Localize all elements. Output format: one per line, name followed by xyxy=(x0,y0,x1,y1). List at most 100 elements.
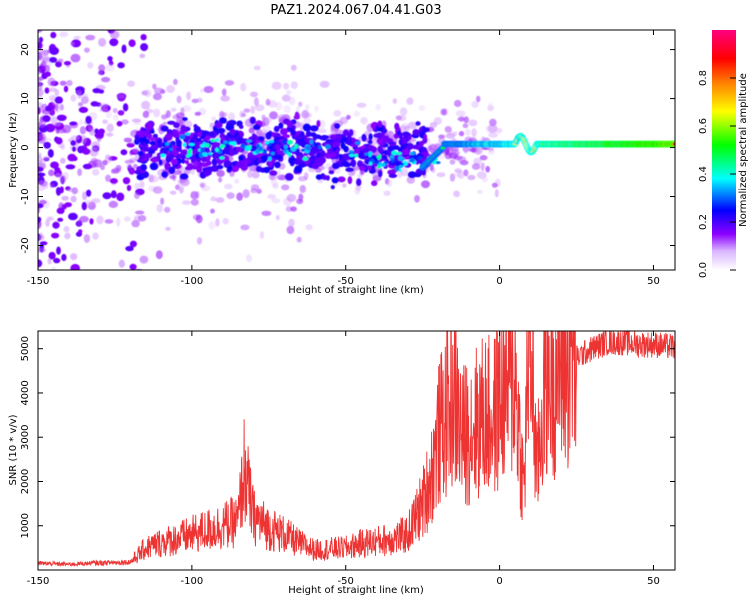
heatmap-cell xyxy=(78,21,83,28)
y-tick-label: -20 xyxy=(20,237,31,253)
heatmap-cell xyxy=(211,116,217,121)
heatmap-cell xyxy=(104,219,114,224)
heatmap-cell xyxy=(182,142,187,147)
heatmap-cell xyxy=(449,173,456,182)
heatmap-cell xyxy=(454,168,463,173)
heatmap-cell xyxy=(353,148,361,156)
heatmap-cell xyxy=(268,139,275,144)
heatmap-cell xyxy=(230,165,240,173)
heatmap-cell xyxy=(210,150,216,153)
heatmap-cell xyxy=(54,103,59,112)
y-tick-label: -10 xyxy=(20,188,31,204)
heatmap-cell xyxy=(67,187,75,192)
heatmap-cell xyxy=(298,193,304,202)
heatmap-cell xyxy=(333,110,342,117)
heatmap-cell xyxy=(84,47,90,53)
heatmap-cell xyxy=(331,162,340,170)
heatmap-cell xyxy=(38,234,45,241)
heatmap-cell xyxy=(440,108,447,116)
heatmap-cell xyxy=(179,173,189,180)
heatmap-cell xyxy=(45,105,52,112)
heatmap-cell xyxy=(429,121,438,128)
heatmap-cell xyxy=(296,106,300,114)
heatmap-cell xyxy=(235,136,245,144)
heatmap-cell xyxy=(481,176,489,183)
heatmap-cell xyxy=(182,200,191,205)
heatmap-cell xyxy=(68,272,77,277)
heatmap-cell xyxy=(470,135,477,140)
heatmap-cell xyxy=(131,118,142,123)
heatmap-cell xyxy=(346,138,353,146)
heatmap-cell xyxy=(250,105,255,115)
heatmap-cell xyxy=(192,133,198,140)
heatmap-cell xyxy=(150,157,159,163)
heatmap-cell xyxy=(98,102,109,108)
heatmap-cell xyxy=(38,166,44,172)
heatmap-cell xyxy=(383,190,391,196)
heatmap-cell xyxy=(132,147,140,154)
heatmap-cell xyxy=(286,89,292,95)
heatmap-cell xyxy=(141,142,147,148)
heatmap-cell xyxy=(38,185,46,191)
heatmap-cell xyxy=(200,148,206,153)
heatmap-cell xyxy=(48,273,57,278)
heatmap-cell xyxy=(143,89,152,98)
heatmap-cell xyxy=(201,130,209,135)
heatmap-cell xyxy=(155,250,163,260)
heatmap-cell xyxy=(98,89,105,94)
heatmap-cell xyxy=(70,253,78,261)
heatmap-cell xyxy=(457,170,465,179)
heatmap-cell xyxy=(126,162,132,169)
spectrogram-x-axis-label: Height of straight line (km) xyxy=(288,285,424,296)
heatmap-cell xyxy=(116,192,125,202)
heatmap-cell xyxy=(298,101,303,107)
heatmap-cell xyxy=(157,138,162,146)
heatmap-cell xyxy=(141,100,151,110)
heatmap-cell xyxy=(331,177,339,184)
heatmap-cell xyxy=(109,30,120,39)
heatmap-cell xyxy=(104,299,111,305)
heatmap-cell xyxy=(404,125,410,132)
colorbar-label: Normalized spectral amplitude xyxy=(738,73,749,227)
heatmap-cell xyxy=(134,182,140,190)
heatmap-cell xyxy=(265,131,272,140)
heatmap-cell xyxy=(98,107,109,113)
heatmap-cell xyxy=(37,0,44,5)
heatmap-cell xyxy=(165,226,171,231)
heatmap-cell xyxy=(128,39,136,47)
heatmap-cell xyxy=(144,153,151,159)
heatmap-cell xyxy=(59,80,67,86)
heatmap-cell xyxy=(77,14,84,21)
heatmap-cell xyxy=(368,151,373,156)
heatmap-cell xyxy=(110,190,117,199)
heatmap-cell xyxy=(139,255,149,264)
heatmap-cell xyxy=(377,170,383,178)
heatmap-cell xyxy=(77,168,82,177)
heatmap-cell xyxy=(406,97,414,105)
heatmap-cell xyxy=(66,21,70,25)
heatmap-cell xyxy=(356,102,367,108)
heatmap-cell xyxy=(193,126,201,134)
heatmap-cell xyxy=(224,80,235,86)
heatmap-cell xyxy=(309,125,319,132)
heatmap-cell xyxy=(47,258,52,265)
heatmap-cell xyxy=(346,114,351,120)
heatmap-cell xyxy=(188,142,195,147)
heatmap-cell xyxy=(290,81,298,89)
heatmap-cell xyxy=(55,173,62,178)
heatmap-cell xyxy=(38,36,44,43)
heatmap-cell xyxy=(165,155,172,163)
heatmap-cell xyxy=(180,124,187,132)
heatmap-cell xyxy=(139,180,145,189)
heatmap-cell xyxy=(398,164,404,169)
heatmap-cell xyxy=(421,147,428,153)
heatmap-cell xyxy=(354,153,359,158)
heatmap-cell xyxy=(161,171,167,178)
colorbar: 0.0 0.2 0.4 0.6 0.8 Normalized spectral ampl… xyxy=(698,30,749,278)
heatmap-cell xyxy=(271,147,276,153)
heatmap-cell xyxy=(86,12,92,20)
heatmap-cell xyxy=(82,93,89,101)
heatmap-cell xyxy=(267,156,272,162)
heatmap-cell xyxy=(283,82,290,90)
